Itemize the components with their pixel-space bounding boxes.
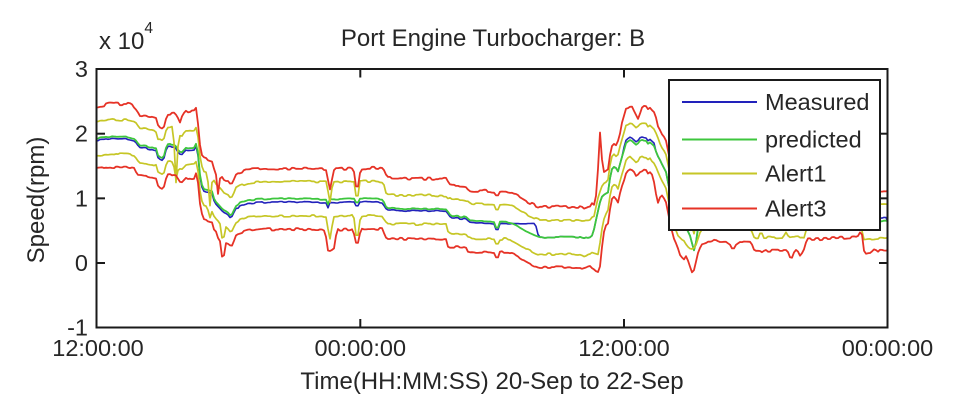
svg-text:Alert3: Alert3 bbox=[765, 196, 826, 222]
svg-text:2: 2 bbox=[75, 121, 88, 147]
svg-text:1: 1 bbox=[75, 185, 88, 211]
svg-text:Time(HH:MM:SS) 20-Sep to 22-Se: Time(HH:MM:SS) 20-Sep to 22-Sep bbox=[300, 368, 683, 395]
svg-text:00:00:00: 00:00:00 bbox=[842, 335, 933, 361]
svg-text:predicted: predicted bbox=[765, 127, 862, 153]
svg-text:12:00:00: 12:00:00 bbox=[52, 335, 143, 361]
svg-text:3: 3 bbox=[75, 56, 88, 82]
svg-text:Speed(rpm): Speed(rpm) bbox=[23, 137, 50, 264]
svg-text:Port Engine Turbocharger: B: Port Engine Turbocharger: B bbox=[341, 25, 645, 52]
svg-text:Measured: Measured bbox=[765, 89, 870, 115]
svg-text:12:00:00: 12:00:00 bbox=[578, 335, 669, 361]
svg-text:-1: -1 bbox=[67, 315, 88, 341]
svg-text:0: 0 bbox=[75, 250, 88, 276]
svg-text:Alert1: Alert1 bbox=[765, 161, 826, 187]
svg-text:00:00:00: 00:00:00 bbox=[315, 335, 406, 361]
